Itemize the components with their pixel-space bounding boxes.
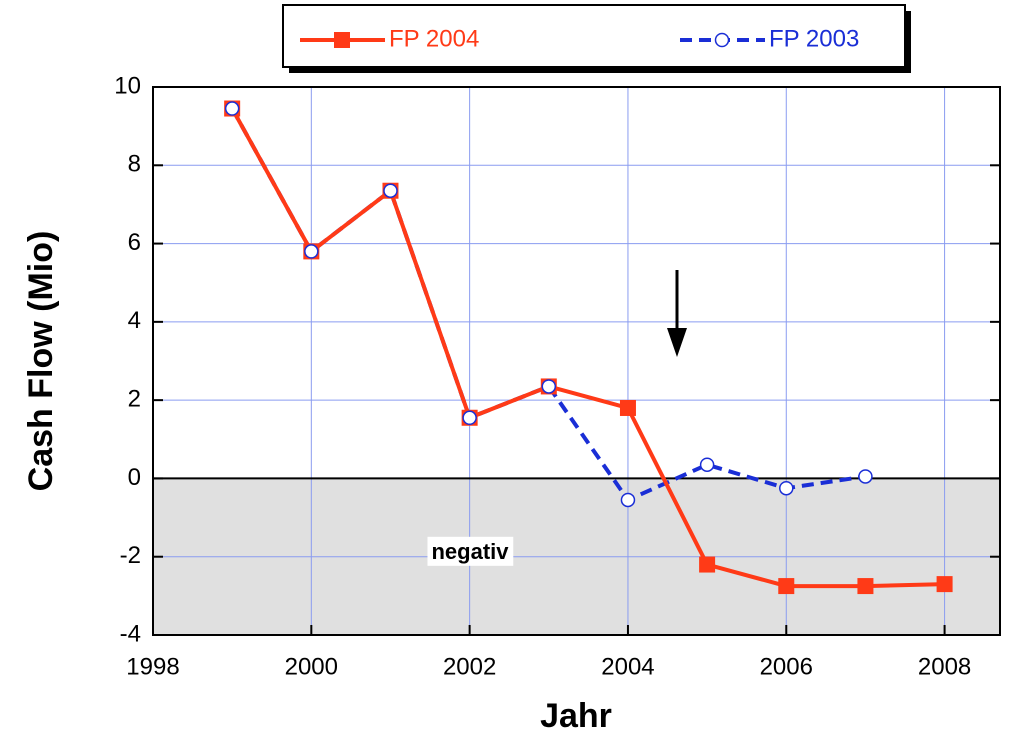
legend-marker bbox=[334, 32, 350, 48]
y-tick-label: 8 bbox=[128, 151, 141, 178]
x-tick-label: 2006 bbox=[760, 653, 813, 680]
x-tick-label: 2000 bbox=[285, 653, 338, 680]
y-tick-label: 0 bbox=[128, 464, 141, 491]
point bbox=[699, 457, 715, 472]
legend-marker bbox=[714, 32, 730, 48]
series-line bbox=[230, 107, 866, 502]
y-tick-label: 2 bbox=[128, 385, 141, 412]
point bbox=[779, 480, 794, 496]
x-tick-label: 2004 bbox=[601, 653, 654, 680]
plot-frame bbox=[152, 86, 1001, 636]
legend-label: FP 2003 bbox=[769, 25, 859, 52]
x-axis-label: Jahr bbox=[540, 697, 612, 735]
point bbox=[541, 379, 557, 394]
point bbox=[620, 492, 636, 508]
arrow-head bbox=[667, 328, 687, 357]
point bbox=[619, 399, 636, 416]
point bbox=[383, 183, 398, 198]
y-tick-label: -2 bbox=[120, 542, 141, 569]
annotation-bg bbox=[427, 536, 514, 566]
point bbox=[936, 576, 953, 593]
y-tick-label: 4 bbox=[128, 307, 141, 334]
legend-box bbox=[282, 4, 906, 68]
point bbox=[699, 556, 716, 573]
y-tick-label: 10 bbox=[114, 72, 141, 99]
x-tick-label: 2008 bbox=[918, 653, 971, 680]
point bbox=[857, 578, 874, 595]
x-tick-label: 1998 bbox=[126, 653, 179, 680]
point bbox=[462, 410, 477, 426]
point bbox=[224, 101, 240, 116]
y-axis-label: Cash Flow (Mio) bbox=[22, 231, 60, 492]
point bbox=[304, 244, 319, 259]
point bbox=[778, 578, 795, 595]
series-line bbox=[230, 107, 945, 589]
y-tick-label: 6 bbox=[128, 229, 141, 256]
annotation: negativ bbox=[431, 539, 509, 564]
x-tick-label: 2002 bbox=[443, 653, 496, 680]
y-tick-label: -4 bbox=[120, 620, 141, 647]
legend-label: FP 2004 bbox=[389, 25, 479, 52]
point bbox=[858, 469, 873, 484]
